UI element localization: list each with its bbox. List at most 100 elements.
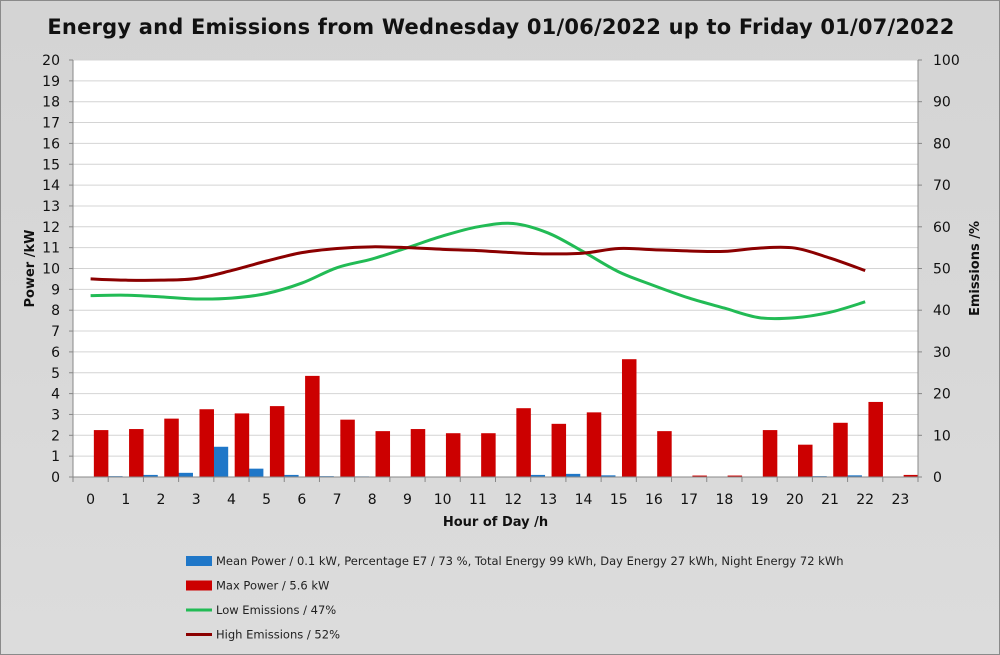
y-left-tick-label-11: 11 (42, 241, 60, 257)
mean-power-bar-5 (248, 468, 264, 477)
x-axis-label: Hour of Day /h (443, 515, 548, 530)
mean-power-bar-22 (847, 475, 862, 477)
max-power-bar-2 (164, 418, 179, 477)
max-power-bar-19 (762, 430, 778, 477)
max-power-bar-11 (481, 433, 496, 477)
x-tick-label-2: 2 (157, 492, 166, 508)
y-left-tick-label-3: 3 (51, 407, 60, 423)
x-tick-label-0: 0 (86, 492, 95, 508)
legend-label-low-emissions: Low Emissions / 47% (216, 603, 336, 617)
y-left-tick-label-16: 16 (42, 136, 60, 152)
y-left-tick-label-19: 19 (42, 74, 60, 90)
y-left-tick-label-2: 2 (51, 428, 60, 444)
x-tick-label-16: 16 (645, 492, 663, 508)
x-tick-label-6: 6 (297, 492, 306, 508)
low-emissions-line (90, 221, 866, 321)
max-power-bar-1 (129, 429, 144, 477)
y-left-tick-label-0: 0 (51, 470, 60, 486)
x-tick-label-19: 19 (751, 492, 769, 508)
max-power-bar-20 (798, 444, 813, 477)
x-tick-label-23: 23 (891, 492, 909, 508)
mean-power-bar-13 (530, 474, 546, 477)
max-power-bar-6 (305, 375, 320, 477)
x-tick-label-11: 11 (469, 492, 487, 508)
max-power-bar-23 (903, 474, 919, 477)
max-power-bar-15 (621, 359, 637, 477)
x-tick-label-5: 5 (262, 492, 271, 508)
max-power-bar-16 (657, 431, 672, 477)
y-left-tick-label-13: 13 (42, 199, 60, 215)
mean-power-bar-4 (213, 446, 229, 477)
x-tick-label-10: 10 (434, 492, 452, 508)
max-power-bar-9 (410, 429, 426, 477)
legend-label-max-power: Max Power / 5.6 kW (216, 579, 329, 593)
y-left-tick-label-15: 15 (42, 157, 60, 173)
y-right-tick-label-50: 50 (933, 262, 951, 278)
x-tick-label-14: 14 (575, 492, 593, 508)
max-power-bar-13 (551, 423, 567, 477)
mean-power-bar-3 (178, 472, 193, 477)
y-left-tick-label-17: 17 (42, 116, 60, 132)
y-right-tick-label-30: 30 (933, 345, 951, 361)
y-right-tick-label-100: 100 (933, 53, 960, 69)
max-power-bar-10 (445, 433, 461, 477)
y-left-tick-label-10: 10 (42, 262, 60, 278)
x-tick-label-21: 21 (821, 492, 839, 508)
y-axis-right-label: Emissions /% (968, 221, 983, 316)
legend-swatch-max-power (186, 580, 212, 591)
x-tick-label-8: 8 (368, 492, 377, 508)
y-left-tick-label-18: 18 (42, 95, 60, 111)
bar-marks (93, 359, 919, 477)
mean-power-bar-14 (565, 473, 581, 477)
legend-label-high-emissions: High Emissions / 52% (216, 628, 340, 642)
x-tick-label-22: 22 (856, 492, 874, 508)
y-right-tick-label-70: 70 (933, 178, 951, 194)
y-right-tick-label-80: 80 (933, 136, 951, 152)
y-right-tick-label-40: 40 (933, 303, 951, 319)
y-left-tick-label-14: 14 (42, 178, 60, 194)
mean-power-bar-2 (143, 474, 158, 477)
max-power-bar-4 (234, 413, 250, 477)
chart-title: Energy and Emissions from Wednesday 01/0… (47, 15, 955, 39)
x-tick-label-20: 20 (786, 492, 804, 508)
y-left-tick-label-9: 9 (51, 282, 60, 298)
x-tick-label-4: 4 (227, 492, 236, 508)
max-power-bar-17 (692, 475, 707, 477)
max-power-bar-7 (340, 419, 355, 477)
max-power-bar-22 (868, 401, 883, 477)
x-tick-label-13: 13 (539, 492, 557, 508)
y-right-tick-label-90: 90 (933, 95, 951, 111)
mean-power-bar-6 (284, 474, 299, 477)
max-power-bar-3 (199, 409, 214, 477)
max-power-bar-5 (269, 406, 285, 477)
y-right-tick-label-60: 60 (933, 220, 951, 236)
x-tick-label-7: 7 (333, 492, 342, 508)
y-left-tick-label-7: 7 (51, 324, 60, 340)
axes: 0123456789101112131415161718192001020304… (42, 53, 960, 508)
y-left-tick-label-1: 1 (51, 449, 60, 465)
mean-power-bar-15 (600, 475, 616, 477)
y-axis-left-label: Power /kW (23, 230, 38, 308)
max-power-bar-21 (833, 422, 848, 477)
y-left-tick-label-20: 20 (42, 53, 60, 69)
x-tick-label-1: 1 (121, 492, 130, 508)
y-right-tick-label-10: 10 (933, 428, 951, 444)
x-tick-label-12: 12 (504, 492, 522, 508)
x-tick-label-3: 3 (192, 492, 201, 508)
max-power-bar-18 (727, 475, 743, 477)
high-emissions-line (90, 245, 866, 282)
y-left-tick-label-4: 4 (51, 387, 60, 403)
y-left-tick-label-8: 8 (51, 303, 60, 319)
legend: Mean Power / 0.1 kW, Percentage E7 / 73 … (186, 554, 844, 642)
max-power-bar-14 (586, 412, 602, 477)
y-right-tick-label-20: 20 (933, 387, 951, 403)
y-left-tick-label-5: 5 (51, 366, 60, 382)
max-power-bar-12 (516, 408, 531, 477)
legend-swatch-mean-power (186, 556, 212, 566)
y-left-tick-label-6: 6 (51, 345, 60, 361)
line-marks (90, 221, 866, 321)
x-tick-label-17: 17 (680, 492, 698, 508)
y-right-tick-label-0: 0 (933, 470, 942, 486)
x-tick-label-15: 15 (610, 492, 628, 508)
